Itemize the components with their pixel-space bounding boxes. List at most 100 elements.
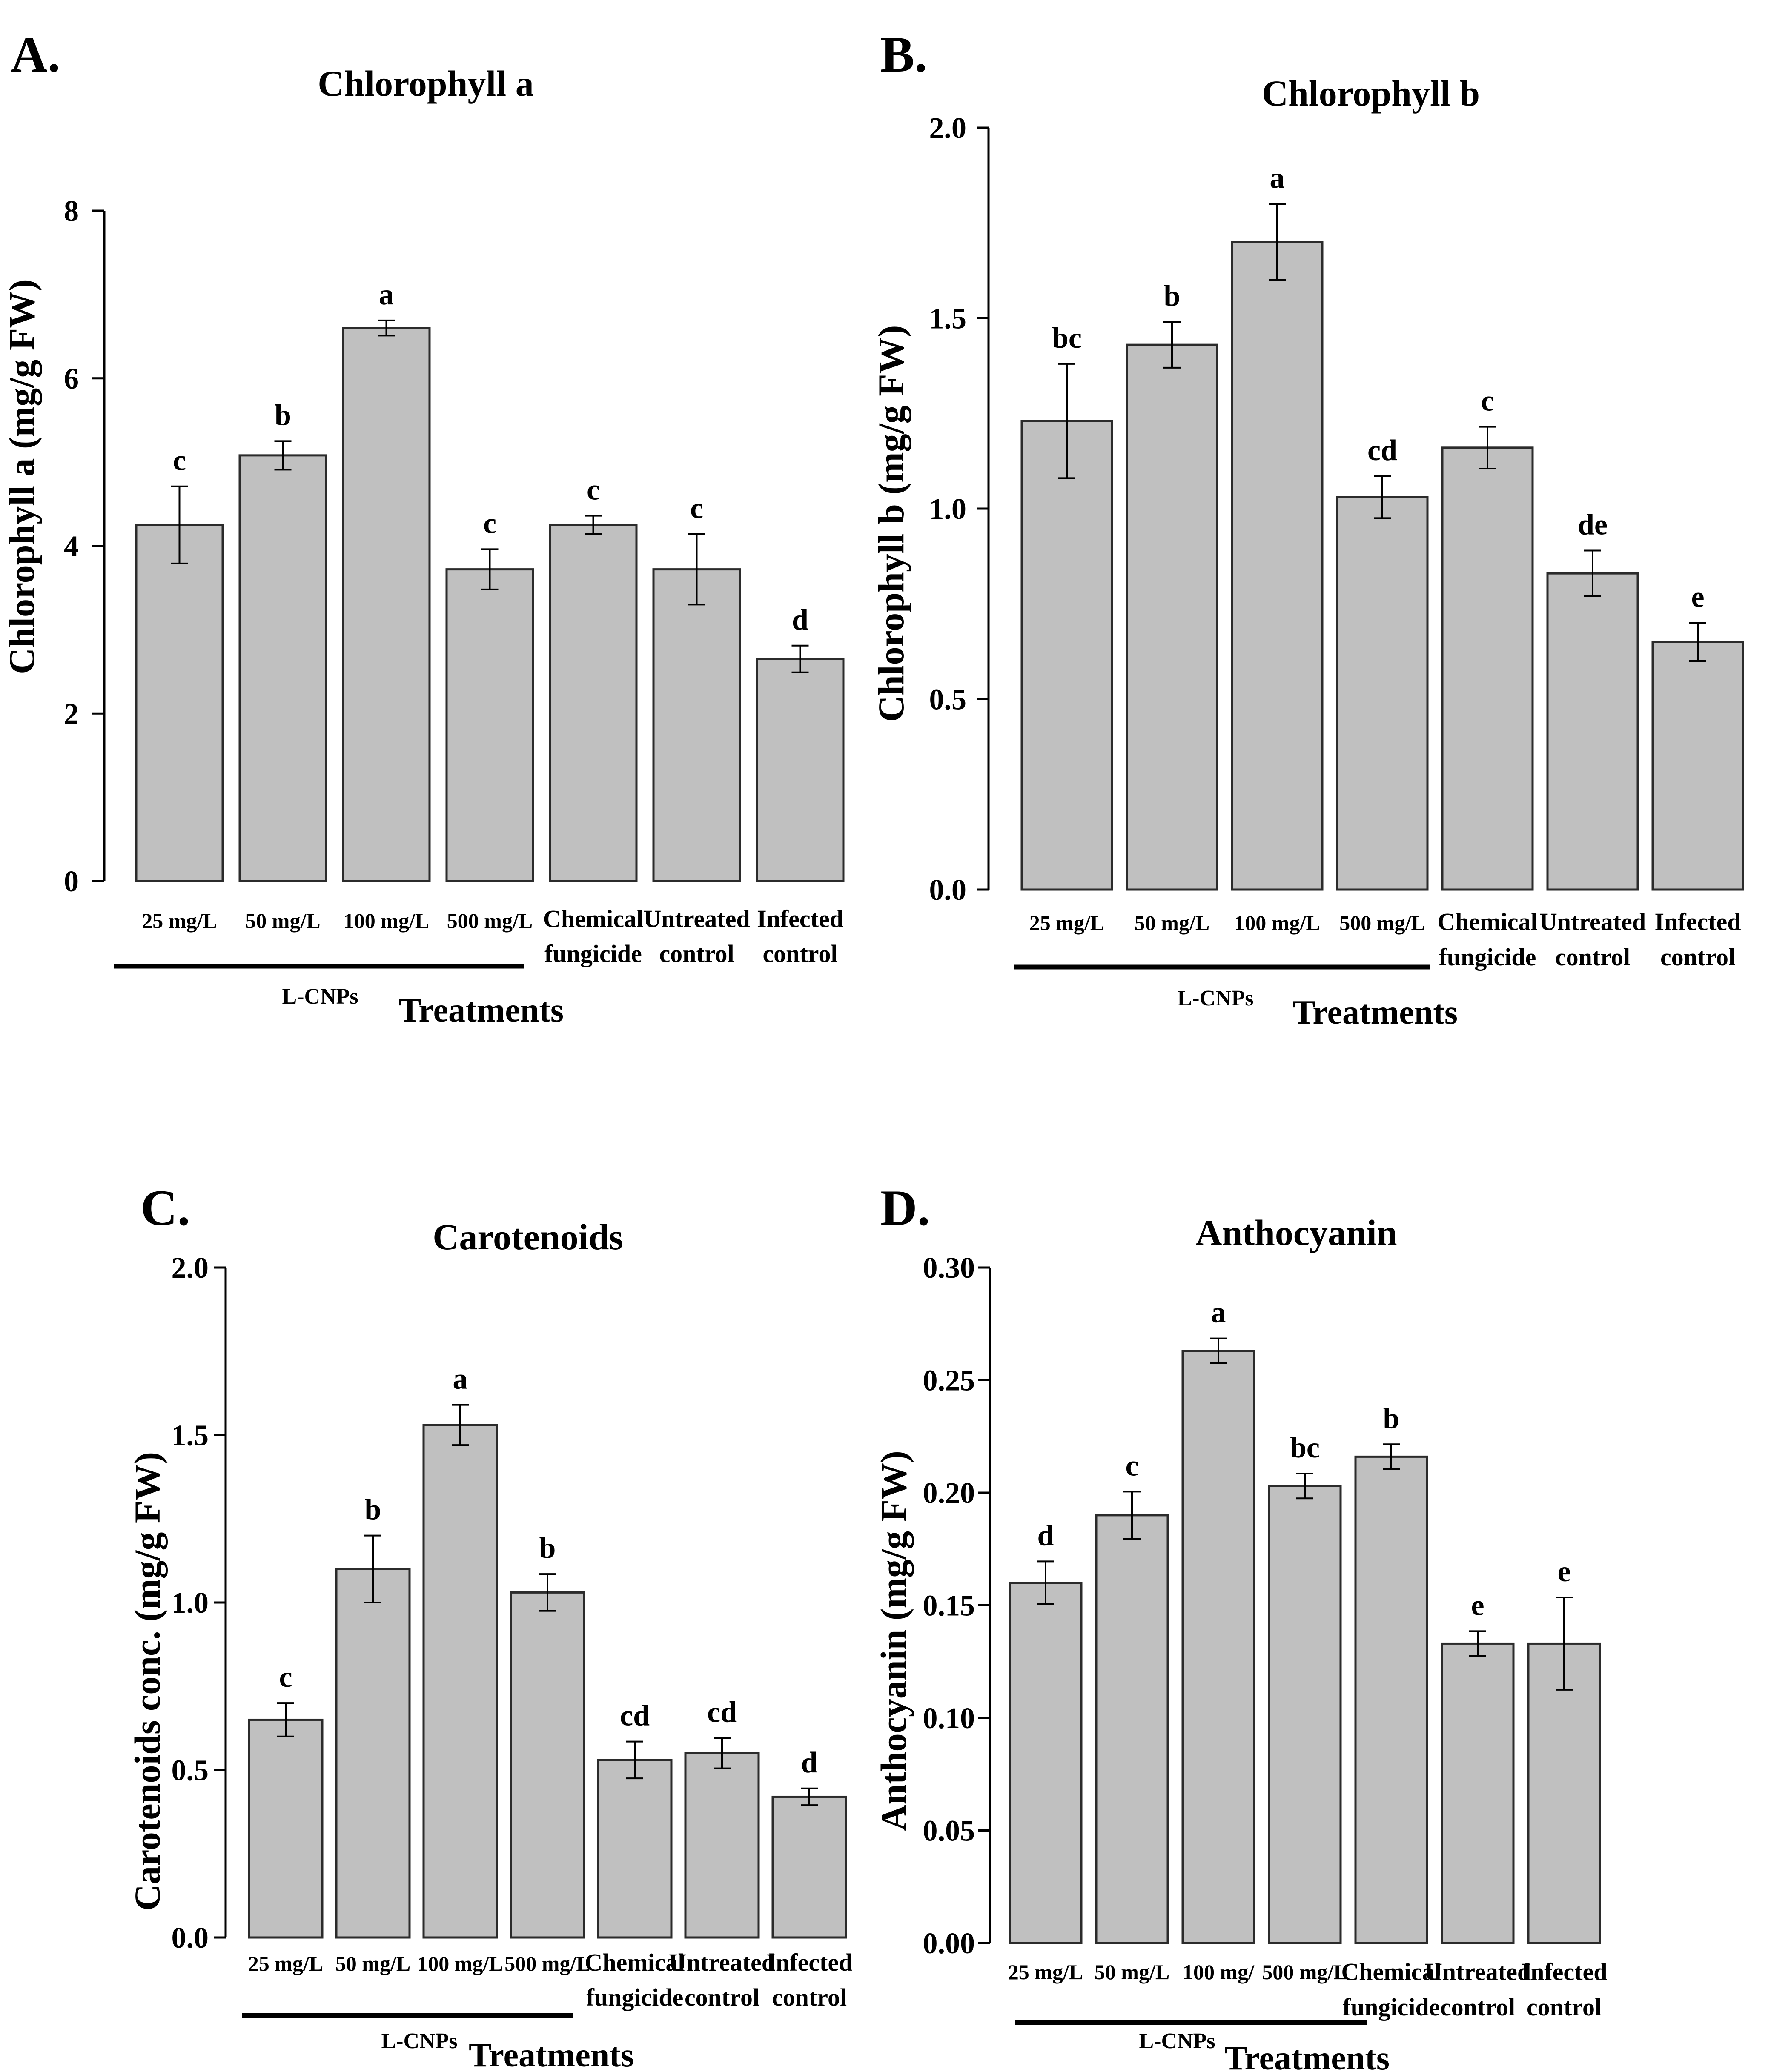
plot-c-significance-label: cd — [620, 1700, 650, 1732]
plot-d-bar — [1181, 1350, 1255, 1944]
plot-d-y-tick-label: 0.20 — [923, 1477, 975, 1510]
plot-d-y-tick-label: 0.10 — [923, 1702, 975, 1735]
panel-d-group-label: L-CNPs — [1139, 2029, 1215, 2053]
plot-d-category-label: Infected control — [1521, 1958, 1608, 2021]
panel-a-letter: A. — [11, 26, 60, 83]
plot-a-category-label: 100 mg/L — [344, 909, 429, 933]
plot-a-bar — [135, 524, 224, 882]
plot-b-category-label: 25 mg/L — [1029, 911, 1104, 935]
plot-d-y-tick-label: 0.05 — [923, 1815, 975, 1848]
plot-a-bar — [342, 327, 431, 882]
panel-a-y-axis-label: Chlorophyll a (mg/g FW) — [1, 279, 42, 674]
panel-a-title: Chlorophyll a — [318, 63, 533, 104]
plot-a-category-label: Untreated control — [643, 905, 750, 967]
plot-b-bar — [1126, 343, 1218, 891]
plot-c-bar — [422, 1424, 498, 1939]
panel-a: A. Chlorophyll a Chlorophyll a (mg/g FW)… — [1, 26, 564, 1029]
plot-d-category-label: 100 mg/ — [1183, 1960, 1255, 1984]
plot-b-bar — [1546, 572, 1639, 891]
plot-a-category-label: Infected control — [757, 905, 843, 967]
plot-d-significance-label: e — [1471, 1589, 1484, 1622]
plot-c-category-label: Chemical fungicide — [585, 1949, 685, 2011]
plot-d-y-tick-label: 0.30 — [923, 1252, 975, 1285]
plot-c-significance-label: c — [279, 1661, 292, 1694]
plot-c-category-label: 25 mg/L — [248, 1952, 323, 1975]
panel-c-x-axis-title: Treatments — [469, 2037, 634, 2072]
panel-a-x-axis-title: Treatments — [398, 992, 564, 1029]
plot-c-category-label: 500 mg/L — [504, 1952, 590, 1975]
plot-c-category-label: 100 mg/L — [417, 1952, 503, 1975]
panel-d-x-axis-title: Treatments — [1224, 2040, 1390, 2072]
plot-d-y-tick-label: 0.25 — [923, 1365, 975, 1397]
plot-a: 0 2 4 6 8 c 25 mg/L b 50 mg/L a 100 mg/L c 500 mg/L c… — [64, 195, 845, 967]
plot-b-significance-label: c — [1481, 385, 1494, 418]
plot-c-category-label: Untreated control — [669, 1949, 775, 2011]
panel-b: B. Chlorophyll b Chlorophyll b (mg/g FW)… — [871, 26, 1480, 1031]
plot-a-bar — [445, 568, 534, 882]
plot-d-category-label: Untreated control — [1424, 1958, 1531, 2021]
plot-b-significance-label: bc — [1052, 322, 1082, 355]
plot-a-y-tick-label: 0 — [64, 865, 79, 898]
plot-d-category-label: Chemical fungicide — [1341, 1958, 1441, 2021]
plot-b-significance-label: e — [1691, 581, 1704, 614]
plot-a-significance-label: a — [379, 278, 394, 311]
plot-d-category-label: 25 mg/L — [1008, 1960, 1083, 1984]
plot-b-y-tick-label: 0.5 — [929, 684, 967, 716]
plot-c-y-tick-label: 2.0 — [172, 1252, 209, 1285]
plot-b-significance-label: a — [1270, 162, 1285, 195]
plot-a-y-tick-label: 2 — [64, 698, 79, 730]
plot-a-category-label: 500 mg/L — [447, 909, 533, 933]
plot-d-y-tick-label: 0.00 — [923, 1927, 975, 1960]
plot-a-y-tick-label: 4 — [64, 530, 79, 563]
plot-a-bar — [652, 568, 741, 882]
plot-d-bar — [1095, 1514, 1169, 1944]
plot-a-category-label: 25 mg/L — [142, 909, 217, 933]
plot-c-significance-label: b — [539, 1532, 556, 1565]
panel-b-letter: B. — [880, 26, 927, 83]
plot-a-significance-label: c — [690, 492, 703, 525]
plot-d-bar — [1441, 1642, 1515, 1944]
plot-d-bar — [1354, 1455, 1428, 1944]
plot-c-bar — [510, 1591, 585, 1939]
plot-d-significance-label: a — [1211, 1296, 1226, 1329]
plot-c-y-tick-label: 0.0 — [172, 1922, 209, 1955]
plot-c-significance-label: cd — [707, 1696, 737, 1729]
plot-c-bar — [335, 1568, 411, 1939]
plot-c: 0.0 0.5 1.0 1.5 2.0 c 25 mg/L b 50 mg/L a 100 mg/L… — [172, 1252, 853, 2011]
plot-b-bar — [1441, 446, 1534, 891]
plot-c-bar — [684, 1752, 760, 1939]
panel-d: D. Anthocyanin Anthocyanin (mg/g FW) Tre… — [873, 1179, 1397, 2072]
plot-b-category-label: 100 mg/L — [1234, 911, 1320, 935]
panel-c-title: Carotenoids — [433, 1216, 623, 1257]
plot-c-bar — [248, 1718, 324, 1939]
plot-a-category-label: 50 mg/L — [245, 909, 320, 933]
plot-a-significance-label: b — [275, 399, 291, 432]
panel-d-letter: D. — [880, 1179, 930, 1236]
panel-d-y-axis-label: Anthocyanin (mg/g FW) — [873, 1451, 914, 1831]
plot-c-y-tick-label: 1.5 — [172, 1419, 209, 1452]
panel-c-group-label: L-CNPs — [381, 2029, 457, 2053]
panel-b-y-axis-label: Chlorophyll b (mg/g FW) — [871, 325, 911, 722]
panel-d-title: Anthocyanin — [1195, 1212, 1397, 1253]
plot-a-bar — [756, 658, 845, 882]
plot-b-significance-label: de — [1578, 508, 1608, 541]
plot-b-bar — [1020, 420, 1113, 891]
plot-c-category-label: 50 mg/L — [335, 1952, 410, 1975]
plot-d-significance-label: d — [1037, 1519, 1054, 1552]
plot-b-category-label: Untreated control — [1539, 908, 1646, 971]
plots: 0 2 4 6 8 c 25 mg/L b 50 mg/L a 100 mg/L c 500 mg/L c… — [64, 112, 1744, 2021]
panel-b-group-label: L-CNPs — [1177, 986, 1253, 1010]
plot-d-category-label: 50 mg/L — [1095, 1960, 1169, 1984]
plot-a-y-tick-label: 6 — [64, 363, 79, 395]
plot-c-significance-label: d — [801, 1746, 818, 1779]
plot-a-category-label: Chemical fungicide — [543, 905, 643, 967]
plot-c-y-tick-label: 0.5 — [172, 1754, 209, 1787]
plot-d-significance-label: e — [1557, 1555, 1570, 1588]
plot-a-significance-label: d — [792, 604, 808, 636]
plot-c-category-label: Infected control — [766, 1949, 853, 2011]
plot-b: 0.0 0.5 1.0 1.5 2.0 bc 25 mg/L b 50 mg/L a 100 mg/… — [929, 112, 1744, 971]
plot-b-significance-label: cd — [1367, 434, 1397, 467]
panel-c: C. Carotenoids Carotenoids conc. (mg/g F… — [127, 1179, 634, 2072]
plot-b-significance-label: b — [1164, 280, 1181, 312]
